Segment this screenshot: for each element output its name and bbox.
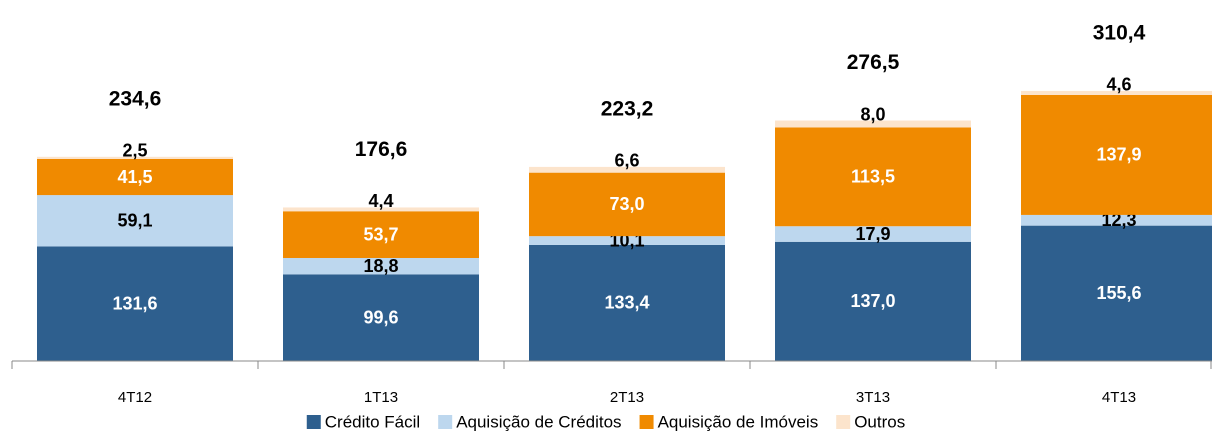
bar-segment — [1021, 214, 1212, 226]
x-tick-label: 1T13 — [364, 389, 398, 406]
bar-segment — [529, 172, 725, 237]
bar-segment — [529, 236, 725, 245]
legend-label: Outros — [854, 412, 905, 431]
data-label: 137,0 — [850, 291, 895, 311]
data-label: 18,8 — [363, 256, 398, 276]
legend-swatch — [836, 415, 851, 429]
bar-segment — [529, 166, 725, 173]
data-label: 17,9 — [855, 224, 890, 244]
bar-segment — [1021, 90, 1212, 95]
legend-swatch — [438, 415, 453, 429]
total-label: 223,2 — [601, 97, 654, 120]
bar-segment — [1021, 225, 1212, 361]
data-label: 155,6 — [1096, 283, 1141, 303]
data-label: 99,6 — [363, 307, 398, 327]
data-label: 113,5 — [851, 167, 895, 187]
bar-segment — [283, 207, 479, 212]
bar-segment — [775, 241, 971, 361]
bar-segment — [37, 156, 233, 159]
data-label: 4,4 — [368, 191, 393, 211]
bar-segment — [283, 211, 479, 258]
data-label: 53,7 — [363, 224, 398, 244]
data-label: 41,5 — [117, 167, 152, 187]
data-label: 12,3 — [1101, 210, 1136, 230]
bar-segment — [775, 120, 971, 128]
bar-segment — [775, 226, 971, 242]
data-label: 59,1 — [117, 211, 152, 231]
bar-segment — [37, 246, 233, 361]
data-label: 133,4 — [604, 293, 649, 313]
legend-swatch — [306, 415, 321, 429]
data-label: 73,0 — [609, 194, 644, 214]
x-tick-label: 2T13 — [610, 389, 644, 406]
x-tick-label: 4T12 — [118, 389, 152, 406]
legend-label: Aquisição de Créditos — [456, 412, 621, 431]
data-label: 2,5 — [122, 141, 147, 161]
data-label: 137,9 — [1096, 145, 1141, 165]
bar-segment — [775, 127, 971, 227]
bar-segment — [283, 274, 479, 361]
bar-segment — [1021, 94, 1212, 215]
total-label: 310,4 — [1093, 21, 1146, 44]
data-label: 8,0 — [860, 104, 885, 124]
x-tick-label: 3T13 — [856, 389, 890, 406]
legend: Crédito Fácil Aquisição de Créditos Aquisi… — [306, 412, 905, 431]
bar-segment — [37, 158, 233, 196]
total-label: 234,6 — [109, 87, 162, 110]
bar-segment — [37, 195, 233, 247]
legend-label: Crédito Fácil — [325, 412, 420, 431]
x-tick-label: 4T13 — [1102, 389, 1136, 406]
data-label: 4,6 — [1106, 75, 1131, 95]
total-label: 176,6 — [355, 138, 408, 161]
legend-label: Aquisição de Imóveis — [658, 412, 819, 431]
data-label: 6,6 — [614, 151, 639, 171]
legend-swatch — [639, 415, 654, 429]
data-label: 131,6 — [112, 294, 157, 314]
bar-segment — [529, 244, 725, 361]
total-label: 276,5 — [847, 51, 900, 74]
bar-segment — [283, 257, 479, 275]
